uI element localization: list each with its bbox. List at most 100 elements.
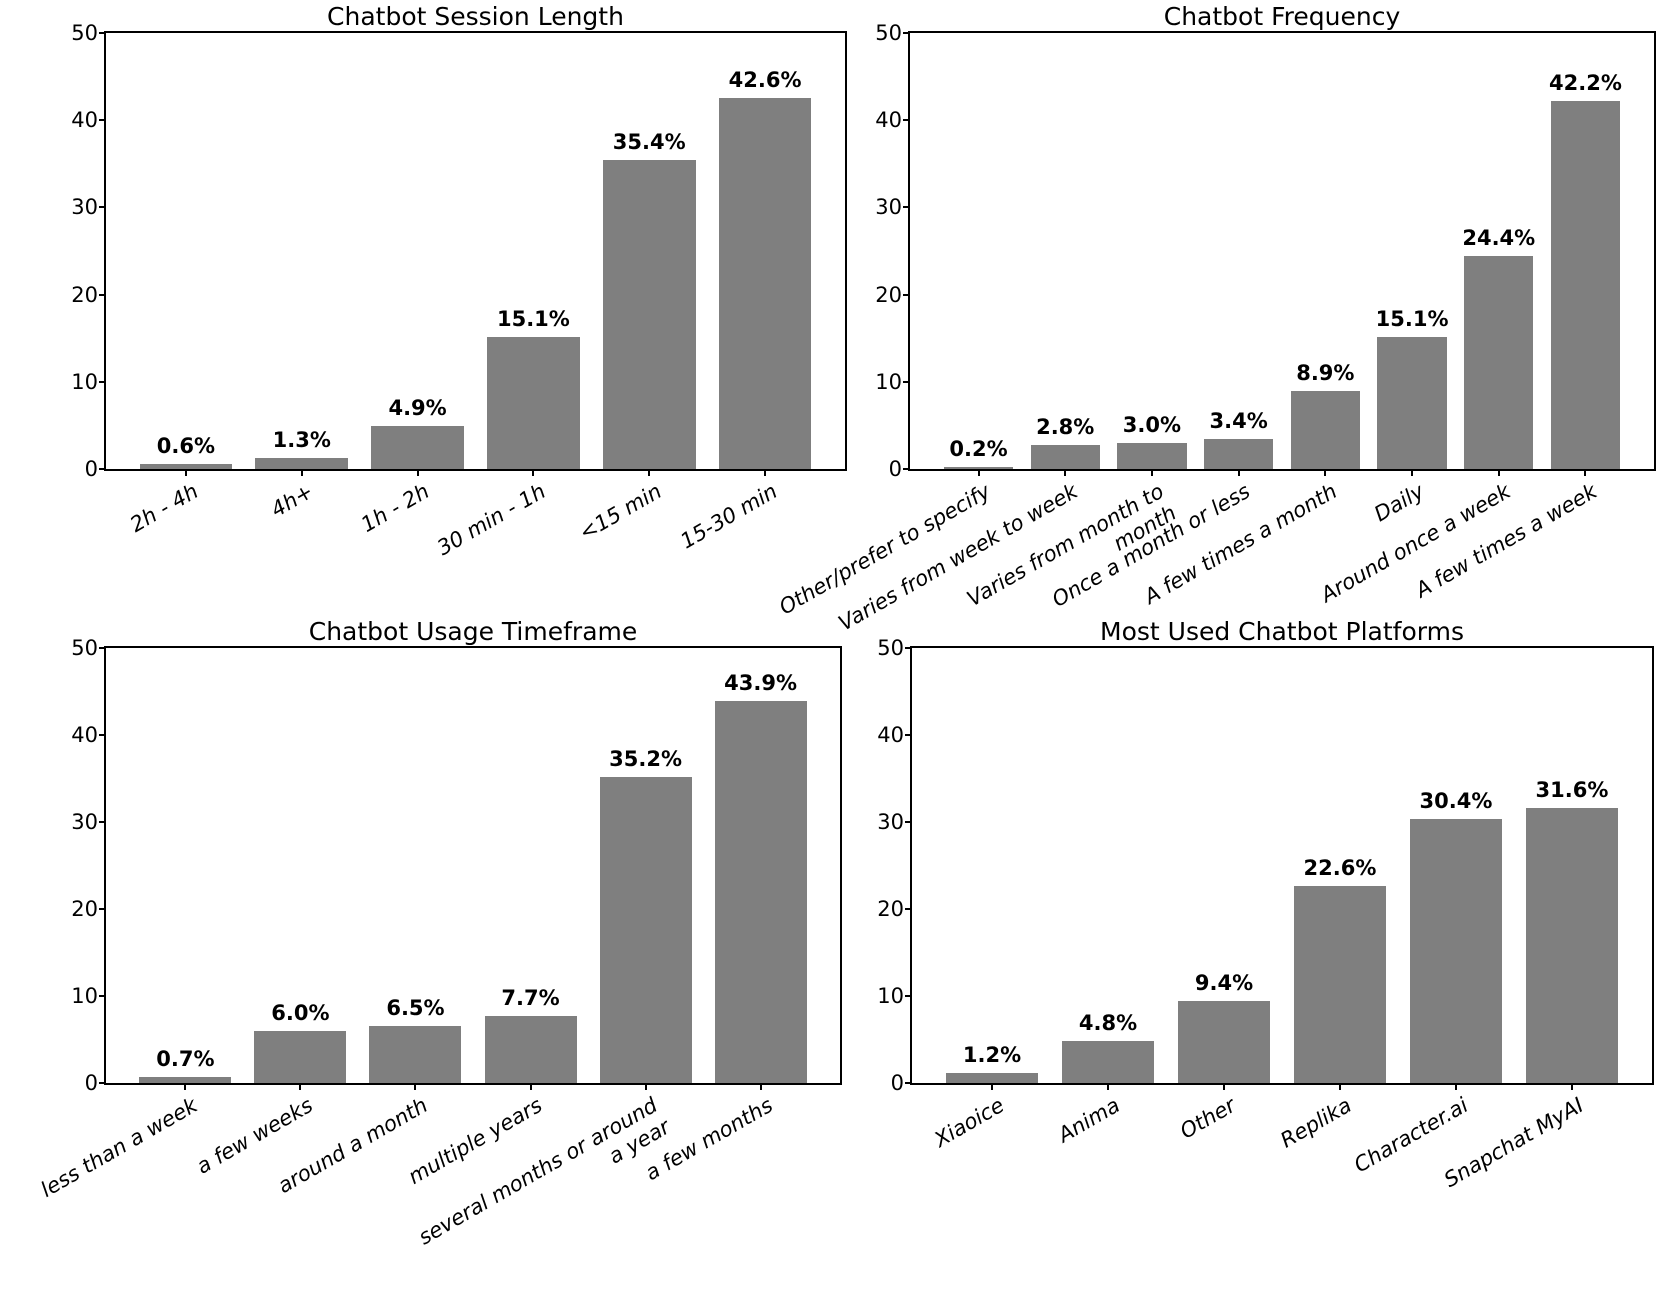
bar-value-label: 6.5% [386, 996, 445, 1021]
bar [484, 1016, 577, 1083]
bar-value-label: 1.3% [272, 427, 331, 452]
y-tick-label: 40 [71, 723, 98, 747]
x-axis-tick [1454, 1085, 1457, 1090]
y-tick-label: 50 [877, 636, 904, 660]
bar-value-label: 42.6% [728, 67, 802, 92]
y-axis-tick [99, 908, 104, 910]
x-axis-tick [184, 471, 187, 476]
bar-value-label: 1.2% [962, 1042, 1022, 1067]
bar-value-label: 6.0% [271, 1000, 330, 1025]
bar [1030, 444, 1100, 469]
chart-title-chatbot-frequency: Chatbot Frequency [1163, 2, 1401, 31]
x-tick-label: Anima [1054, 1093, 1125, 1148]
y-axis-tick [99, 380, 104, 383]
x-axis-tick [648, 471, 651, 476]
x-axis-tick [532, 471, 535, 476]
x-tick-label: <15 min [574, 479, 666, 546]
x-tick-label: 15-30 min [676, 479, 782, 554]
bar-value-label: 3.4% [1209, 409, 1268, 434]
bar-value-label: 9.4% [1194, 971, 1254, 996]
bar-value-label: 22.6% [1303, 856, 1377, 881]
x-axis-tick [1570, 1085, 1573, 1090]
bar-value-label: 42.2% [1549, 71, 1622, 96]
plot-box [104, 646, 842, 1085]
x-axis-tick [184, 1085, 187, 1090]
y-tick-label: 10 [71, 984, 98, 1008]
x-tick-label: several months or around a year [414, 1093, 675, 1250]
bar-value-label: 8.9% [1296, 361, 1355, 386]
bar [1290, 391, 1361, 469]
y-tick-label: 30 [71, 810, 98, 834]
bar [1061, 1041, 1155, 1083]
y-axis-tick [99, 734, 104, 736]
bar-value-label: 15.1% [496, 307, 570, 332]
x-axis-tick [1338, 1085, 1341, 1090]
plot-box [908, 31, 1656, 471]
y-axis-tick [905, 995, 910, 997]
bar-value-label: 4.9% [388, 396, 447, 421]
y-tick-label: 30 [875, 195, 902, 220]
y-axis-tick [99, 1082, 104, 1084]
x-axis-tick [759, 1085, 762, 1090]
y-axis-tick [99, 32, 104, 34]
bar-value-label: 4.8% [1078, 1011, 1138, 1036]
x-tick-label: 4h+ [267, 479, 318, 522]
bar [1525, 808, 1619, 1083]
bar-value-label: 0.7% [156, 1046, 215, 1071]
x-tick-label: Daily [1370, 479, 1429, 527]
bar [255, 457, 349, 469]
x-axis-tick [414, 1085, 417, 1090]
x-axis-tick [644, 1085, 647, 1090]
bar [1177, 1001, 1271, 1083]
x-axis-tick [300, 471, 303, 476]
x-axis-tick [1411, 471, 1414, 476]
x-tick-label: 30 min - 1h [432, 479, 550, 561]
x-axis-tick [1107, 1085, 1110, 1090]
bar [599, 776, 692, 1083]
bar [487, 337, 580, 469]
bar [943, 467, 1014, 469]
y-axis-tick [903, 206, 908, 209]
y-tick-label: 30 [877, 810, 904, 834]
chart-title-most-used-chatbot-platforms: Most Used Chatbot Platforms [1100, 617, 1464, 646]
bar [714, 701, 807, 1083]
x-tick-label: 1h - 2h [357, 479, 434, 537]
x-axis-tick [1584, 471, 1587, 476]
chart-title-chatbot-session-length: Chatbot Session Length [327, 2, 624, 31]
y-tick-label: 0 [890, 1071, 904, 1095]
y-axis-tick [99, 206, 104, 209]
x-tick-label: less than a week [36, 1093, 202, 1203]
y-axis-tick [903, 119, 908, 122]
x-axis-tick [1150, 471, 1153, 476]
y-tick-label: 40 [71, 108, 98, 133]
y-axis-tick [99, 821, 104, 823]
y-tick-label: 50 [71, 636, 98, 660]
x-axis-tick [991, 1085, 994, 1090]
y-tick-label: 50 [875, 21, 902, 45]
plot-box [104, 31, 847, 471]
x-axis-tick [1324, 471, 1327, 476]
y-axis-tick [99, 647, 104, 649]
chart-title-chatbot-usage-timeframe: Chatbot Usage Timeframe [308, 617, 638, 646]
x-axis-tick [764, 471, 767, 476]
bar [139, 463, 233, 469]
bar-value-label: 3.0% [1122, 412, 1182, 437]
bar-value-label: 24.4% [1462, 226, 1536, 251]
x-axis-tick [299, 1085, 302, 1090]
bar [1464, 256, 1534, 469]
plot-box [910, 646, 1654, 1085]
x-axis-tick [529, 1085, 532, 1090]
bar [1203, 439, 1274, 469]
y-tick-label: 10 [877, 984, 904, 1008]
y-axis-tick [905, 821, 910, 823]
y-axis-tick [99, 293, 104, 296]
bar-value-label: 43.9% [724, 671, 798, 696]
bar [369, 1026, 462, 1083]
y-axis-tick [99, 119, 104, 122]
y-tick-label: 10 [71, 369, 98, 394]
y-axis-tick [99, 468, 104, 470]
y-tick-label: 0 [84, 1071, 98, 1095]
bar-value-label: 30.4% [1419, 788, 1493, 813]
y-tick-label: 40 [875, 108, 902, 133]
